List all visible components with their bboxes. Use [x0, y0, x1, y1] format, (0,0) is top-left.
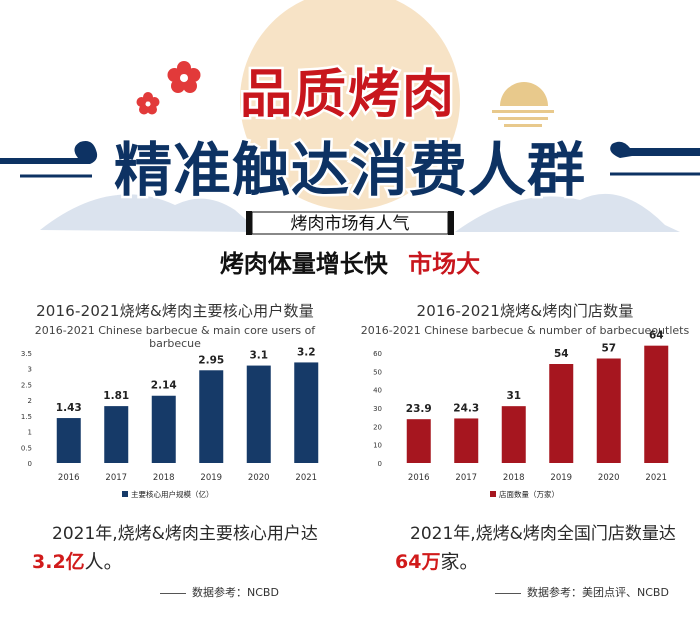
left-ytick-label: 1.5	[21, 413, 32, 421]
left-value-label: 1.81	[103, 390, 129, 402]
subtitle-black: 烤肉体量增长快	[220, 250, 389, 278]
hero-title-line2: 精准触达消费人群	[114, 136, 586, 204]
right-ytick-label: 20	[373, 423, 382, 431]
subtitle-red: 市场大	[408, 250, 480, 278]
mountain-left	[40, 194, 260, 232]
hero-title-line1: 品质烤肉	[240, 65, 456, 125]
left-bar-2018	[151, 395, 176, 463]
left-value-label: 3.2	[297, 346, 316, 358]
left-bar-2017	[104, 406, 129, 463]
right-ytick-label: 60	[373, 350, 382, 358]
left-ytick-label: 0	[28, 460, 32, 468]
right-chart-heading: 2016-2021烧烤&烤肉门店数量 2016-2021 Chinese bar…	[360, 300, 690, 337]
right-xtick-label: 2017	[455, 473, 477, 483]
right-summary-text: 2021年,烧烤&烤肉全国门店数量达	[410, 524, 676, 544]
right-xtick-label: 2016	[408, 473, 430, 483]
right-bar-2020	[596, 358, 621, 463]
sun-disc	[240, 0, 460, 210]
right-value-label: 64	[649, 330, 664, 342]
right-value-label: 31	[506, 390, 521, 402]
right-bar-2018	[501, 406, 526, 463]
right-xtick-label: 2019	[550, 473, 572, 483]
left-ytick-label: 2	[28, 397, 32, 405]
right-xtick-label: 2020	[598, 473, 620, 483]
right-bar-2021	[644, 345, 669, 463]
left-bar-2019	[199, 370, 224, 463]
right-xtick-label: 2018	[503, 473, 525, 483]
left-summary-highlight: 3.2亿	[32, 551, 85, 573]
left-chart-subtitle: 2016-2021 Chinese barbecue & main core u…	[34, 324, 316, 350]
left-value-label: 2.95	[198, 354, 224, 366]
left-xtick-label: 2018	[153, 473, 175, 483]
right-value-label: 57	[601, 343, 616, 355]
right-bar-2017	[454, 418, 479, 463]
left-source-text: 数据参考：NCBD	[192, 586, 279, 599]
left-summary-figure: 3.2亿人。	[32, 547, 123, 574]
left-value-label: 2.14	[151, 380, 177, 392]
left-xtick-label: 2020	[248, 473, 270, 483]
left-summary-text: 2021年,烧烤&烤肉主要核心用户达	[52, 524, 318, 544]
right-summary-highlight: 64万	[395, 551, 441, 573]
cloud-right	[610, 141, 700, 158]
left-ytick-label: 3.5	[21, 350, 32, 358]
right-legend-swatch	[490, 491, 496, 497]
right-bar-chart: 0 10 20 30 40 50 60 23.9 2016 24.3 2017 31 2018 54 201…	[373, 330, 669, 499]
right-bar-2016	[406, 419, 431, 463]
left-bar-chart: 0 0.5 1 1.5 2 2.5 3 3.5 1.43 2016 1.81 2017 2.14 2018…	[21, 346, 319, 499]
right-legend-label: 店面数量（万家）	[499, 489, 559, 499]
right-source-text: 数据参考：美团点评、NCBD	[527, 586, 669, 599]
left-legend-swatch	[122, 491, 128, 497]
golden-sun-icon	[492, 82, 554, 127]
right-chart-subtitle: 2016-2021 Chinese barbecue & number of b…	[360, 324, 690, 337]
right-value-label: 23.9	[406, 403, 432, 415]
badge-frame	[246, 211, 454, 235]
right-source-note: 数据参考：美团点评、NCBD	[495, 584, 669, 600]
right-chart-title: 2016-2021烧烤&烤肉门店数量	[416, 302, 634, 320]
right-value-label: 54	[554, 348, 569, 360]
left-chart-title: 2016-2021烧烤&烤肉主要核心用户数量	[36, 302, 314, 320]
left-bar-2016	[56, 418, 81, 463]
left-xtick-label: 2017	[105, 473, 127, 483]
left-xtick-label: 2016	[58, 473, 80, 483]
sakura-flower-icon	[136, 61, 201, 115]
left-source-note: 数据参考：NCBD	[160, 584, 279, 600]
left-ytick-label: 0.5	[21, 444, 32, 452]
left-xtick-label: 2019	[200, 473, 222, 483]
left-summary-unit: 人。	[84, 551, 123, 573]
cloud-left	[0, 141, 98, 164]
right-value-label: 24.3	[453, 402, 479, 414]
right-ytick-label: 0	[378, 460, 382, 468]
left-ytick-label: 2.5	[21, 381, 32, 389]
left-ytick-label: 1	[28, 429, 32, 437]
left-xtick-label: 2021	[295, 473, 317, 483]
mountain-right	[455, 193, 680, 232]
left-legend-label: 主要核心用户规模（亿）	[131, 489, 214, 499]
right-bar-2019	[549, 364, 574, 463]
right-ytick-label: 30	[373, 405, 382, 413]
right-summary-unit: 家。	[440, 551, 479, 573]
hero-banner: 品质烤肉 精准触达消费人群 烤肉市场有人气 烤肉体量增长快 市场大	[0, 0, 700, 278]
left-bar-2020	[246, 365, 271, 463]
right-ytick-label: 40	[373, 387, 382, 395]
badge-text: 烤肉市场有人气	[291, 214, 410, 234]
left-value-label: 1.43	[56, 402, 82, 414]
left-bar-2021	[294, 362, 319, 463]
right-summary-figure: 64万家。	[395, 547, 478, 574]
left-ytick-label: 3	[28, 366, 32, 374]
right-ytick-label: 10	[373, 442, 382, 450]
left-chart-heading: 2016-2021烧烤&烤肉主要核心用户数量 2016-2021 Chinese…	[10, 300, 340, 350]
right-xtick-label: 2021	[645, 473, 667, 483]
hero-subtitle: 烤肉体量增长快 市场大	[220, 250, 480, 278]
left-value-label: 3.1	[249, 350, 268, 362]
right-ytick-label: 50	[373, 368, 382, 376]
